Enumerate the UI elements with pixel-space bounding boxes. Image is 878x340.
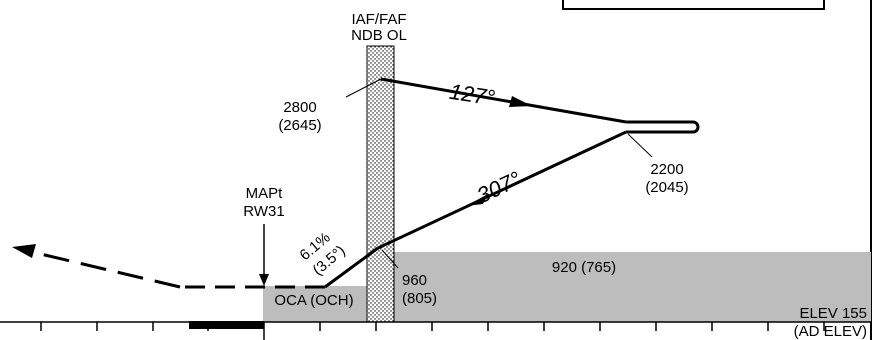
turn-altitude: 2200 bbox=[650, 161, 683, 178]
turn-alt-leader bbox=[627, 133, 653, 158]
msa-shaded-block bbox=[375, 252, 871, 322]
mapt-pointer-arrow bbox=[259, 274, 269, 286]
outbound-course: 127° bbox=[448, 79, 497, 111]
fix-altitude-height: (2645) bbox=[278, 117, 321, 134]
header-box-corner bbox=[562, 0, 825, 10]
procedure-turn-hairpin bbox=[626, 120, 700, 134]
missed-approach-climb bbox=[27, 249, 181, 289]
outbound-arrow bbox=[509, 96, 532, 107]
runway-bar bbox=[189, 321, 264, 329]
oca-shaded-block bbox=[263, 286, 375, 322]
final-descent-line bbox=[324, 246, 379, 289]
fix-alt-leader bbox=[345, 78, 382, 98]
inbound-arrow bbox=[466, 194, 488, 206]
msa-label: 920 (765) bbox=[552, 259, 616, 276]
elevation-sub: (AD ELEV) bbox=[794, 323, 867, 340]
inbound-course: 307° bbox=[473, 166, 525, 208]
mapt-runway: RW31 bbox=[243, 203, 284, 220]
step-altitude: 960 bbox=[402, 272, 427, 289]
step-altitude-height: (805) bbox=[402, 290, 437, 307]
fix-name-line2: NDB OL bbox=[351, 27, 407, 44]
elevation-label: ELEV 155 bbox=[799, 305, 867, 322]
distance-ticks bbox=[40, 322, 825, 340]
missed-approach-arrow bbox=[12, 244, 36, 258]
mapt-label: MAPt bbox=[246, 185, 284, 202]
outbound-track-line bbox=[380, 77, 627, 124]
fix-altitude: 2800 bbox=[283, 99, 316, 116]
oca-label: OCA (OCH) bbox=[274, 292, 353, 309]
faf-stippled-column bbox=[366, 45, 395, 323]
inbound-track-line bbox=[377, 130, 627, 250]
turn-altitude-height: (2045) bbox=[645, 179, 688, 196]
fix-name-line1: IAF/FAF bbox=[351, 11, 406, 28]
step-alt-leader bbox=[381, 249, 399, 269]
